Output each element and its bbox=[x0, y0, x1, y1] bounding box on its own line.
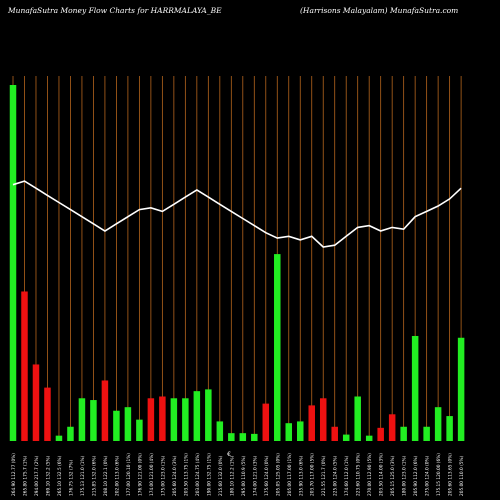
x-tick-label: 295.00 110.9 (5%) bbox=[241, 455, 247, 496]
x-tick-label: 215.60 132.0 (0%) bbox=[218, 455, 224, 496]
money-flow-bar bbox=[308, 405, 315, 441]
money-flow-bar bbox=[251, 433, 258, 441]
x-tick-label: 223.60 110.75 (0%) bbox=[356, 453, 362, 496]
money-flow-bar bbox=[388, 414, 396, 441]
money-flow-bar bbox=[274, 254, 281, 441]
money-flow-bar bbox=[159, 396, 166, 441]
x-tick-label: 225.00 124.0 (5%) bbox=[333, 455, 339, 496]
x-tick-label: 205.00 117.00 (1%) bbox=[287, 453, 293, 496]
x-tick-label: 275.00 124.0 (0%) bbox=[425, 455, 431, 496]
x-tick-label: 176.75 132 (7%) bbox=[68, 460, 74, 496]
money-flow-bar bbox=[354, 396, 361, 441]
money-flow-bar bbox=[457, 337, 465, 441]
chart-title-right: (Harrisons Malayalam) MunafaSutra.com bbox=[300, 6, 459, 15]
x-tick-label: 203.50 114.00 (3%) bbox=[379, 453, 385, 496]
money-flow-bar bbox=[216, 421, 224, 441]
money-flow-bar bbox=[67, 426, 74, 441]
money-flow-bar bbox=[423, 426, 430, 441]
x-tick-label: 205.60 124.0 (3%) bbox=[172, 455, 178, 496]
money-flow-bar bbox=[228, 433, 235, 441]
x-tick-label: 265.80 175.7 (1%) bbox=[22, 455, 28, 496]
x-tick-label: 265.10 132.5 (6%) bbox=[57, 455, 63, 496]
x-tick-label: 221.55 121.7 (0%) bbox=[321, 455, 327, 496]
x-tick-label: 264.90 112.77 (0%) bbox=[11, 453, 17, 496]
x-tick-label: 205.90 112.0 (6%) bbox=[413, 455, 419, 496]
x-tick-label: 235.90 113.0 (6%) bbox=[298, 455, 304, 496]
money-flow-bar bbox=[205, 389, 212, 441]
x-tick-label: 174.00 121.0 (3%) bbox=[252, 455, 258, 496]
money-flow-bar bbox=[262, 403, 270, 441]
money-flow-bar bbox=[285, 423, 293, 441]
money-flow-bar bbox=[90, 400, 97, 441]
money-flow-bar bbox=[434, 407, 442, 441]
x-tick-label: 215.85 132.0 (6%) bbox=[91, 455, 97, 496]
x-tick-label: 175.60 124.0 (0%) bbox=[264, 455, 270, 496]
x-tick-label: 175.15 120.00 (6%) bbox=[436, 453, 442, 496]
money-flow-bar bbox=[124, 407, 132, 441]
x-tick-label: 205.60 113.65 (0%) bbox=[448, 453, 454, 496]
money-flow-bar bbox=[411, 335, 419, 441]
money-flow-bar bbox=[113, 410, 120, 441]
money-flow-bar bbox=[193, 391, 201, 441]
x-tick-label: 174.60 112.0 (1%) bbox=[344, 455, 350, 496]
x-tick-label: 203.50 113.75 (1%) bbox=[183, 453, 189, 496]
money-flow-bar bbox=[78, 398, 86, 441]
money-flow-bar bbox=[32, 364, 40, 441]
x-tick-label: 205.15 125.0 (3%) bbox=[390, 455, 396, 496]
money-flow-bar bbox=[342, 434, 350, 441]
x-tick-label: 208.10 122.1 (0%) bbox=[103, 455, 109, 496]
money-flow-bar bbox=[319, 398, 327, 441]
x-tick-label: 205.05 125.05 (0%) bbox=[275, 453, 281, 496]
x-tick-label: 180.10 112.2 (1%) bbox=[229, 455, 235, 496]
money-flow-bar bbox=[101, 380, 109, 441]
price-line bbox=[12, 180, 462, 248]
axis-center-label: € bbox=[227, 451, 231, 458]
money-flow-bar bbox=[400, 426, 407, 441]
x-tick-label: 203.70 117.00 (5%) bbox=[310, 453, 316, 496]
x-tick-label: 176.90 121.00 (0%) bbox=[137, 453, 143, 496]
money-flow-bar bbox=[44, 387, 51, 441]
chart-title-left: MunafaSutra Money Flow Charts for HARRMA… bbox=[8, 6, 222, 15]
money-flow-bar bbox=[147, 398, 155, 441]
x-tick-label: 270.00 112.90 (5%) bbox=[367, 453, 373, 496]
x-tick-label: 177.00 120.10 (1%) bbox=[126, 453, 132, 496]
x-tick-label: 175.13 121.0 (1%) bbox=[80, 455, 86, 496]
x-tick-label: 180.00 123.0 (1%) bbox=[402, 455, 408, 496]
x-tick-label: 269.10 132.2 (5%) bbox=[45, 455, 51, 496]
money-flow-bar bbox=[331, 426, 338, 441]
money-flow-bar bbox=[21, 291, 28, 441]
money-flow-bar bbox=[136, 419, 143, 441]
money-flow-bar bbox=[297, 421, 304, 441]
money-flow-bar bbox=[170, 398, 178, 441]
money-flow-bar bbox=[55, 435, 63, 441]
x-tick-label: 190.00 132.75 (1%) bbox=[206, 453, 212, 496]
x-tick-label: 203.00 124.75 (4%) bbox=[195, 453, 201, 496]
money-flow-bar bbox=[239, 433, 247, 441]
x-tick-label: 202.00 113.0 (6%) bbox=[114, 455, 120, 496]
money-flow-bar bbox=[182, 398, 189, 441]
money-flow-bar bbox=[446, 416, 453, 441]
money-flow-bar bbox=[9, 85, 17, 441]
money-flow-bar bbox=[365, 435, 373, 441]
money-flow-bar bbox=[377, 427, 384, 441]
x-tick-label: 174.00 121.00 (4%) bbox=[149, 453, 155, 496]
x-tick-label: 294.00 217.7 (2%) bbox=[34, 455, 40, 496]
x-tick-label: 175.00 123.0 (1%) bbox=[160, 455, 166, 496]
x-tick-label: 205.00 110.0 (5%) bbox=[459, 455, 465, 496]
